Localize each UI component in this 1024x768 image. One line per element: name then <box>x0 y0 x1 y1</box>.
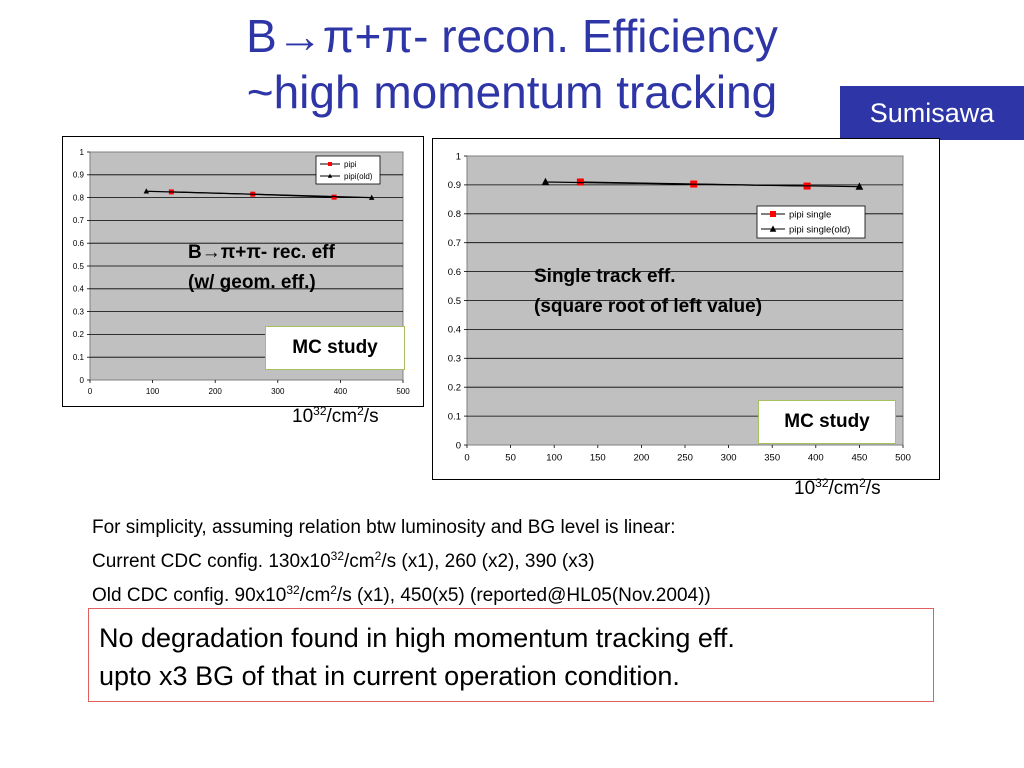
x-tick-label: 500 <box>895 453 911 464</box>
unit-exp2: 2 <box>859 476 866 490</box>
x-tick-label: 200 <box>209 387 223 396</box>
y-tick-label: 0.4 <box>448 325 461 336</box>
x-tick-label: 300 <box>721 453 737 464</box>
y-tick-label: 0.7 <box>448 238 461 249</box>
note-line3: Old CDC config. 90x1032/cm2/s (x1), 450(… <box>92 576 711 610</box>
data-point-triangle <box>541 177 550 186</box>
unit-tail: /s <box>363 406 379 427</box>
note-line3-a: Old CDC config. 90x10 <box>92 585 287 606</box>
data-point-triangle <box>368 194 375 200</box>
left-chart-caption-line1: B→π+π- rec. eff <box>188 242 335 263</box>
note-line3-b: /cm <box>299 585 331 606</box>
y-tick-label: 1 <box>80 148 85 157</box>
legend-label: pipi(old) <box>344 172 373 181</box>
y-tick-label: 1 <box>456 151 461 162</box>
x-tick-label: 400 <box>334 387 348 396</box>
left-chart-caption-line2: (w/ geom. eff.) <box>188 272 316 293</box>
unit-base: 10 <box>292 406 314 427</box>
data-point-triangle <box>143 188 150 194</box>
x-tick-label: 0 <box>88 387 93 396</box>
data-point-triangle <box>855 182 864 190</box>
slide-title: B→π+π- recon. Efficiency ~high momentum … <box>0 8 1024 120</box>
y-tick-label: 0.4 <box>73 285 85 294</box>
x-tick-label: 50 <box>505 453 516 464</box>
legend-marker-triangle <box>769 225 777 232</box>
right-chart-caption-line2: (square root of left value) <box>534 296 763 317</box>
x-tick-label: 100 <box>146 387 160 396</box>
y-tick-label: 0.6 <box>73 239 85 248</box>
assumption-notes: For simplicity, assuming relation btw lu… <box>92 514 711 610</box>
slide-title-line1: B→π+π- recon. Efficiency <box>246 10 778 62</box>
note-line3-exp: 32 <box>286 583 300 597</box>
y-tick-label: 0.5 <box>73 262 85 271</box>
left-x-unit-label: 1032/cm2/s <box>292 404 379 428</box>
legend-marker-square <box>770 211 776 217</box>
note-line2-exp: 32 <box>330 549 345 563</box>
series-line-2 <box>545 181 860 188</box>
x-tick-label: 150 <box>590 453 606 464</box>
x-tick-label: 250 <box>677 453 693 464</box>
right-chart-caption: Single track eff. (square root of left v… <box>534 262 762 322</box>
y-tick-label: 0.9 <box>448 180 461 191</box>
unit-exp: 32 <box>313 404 327 418</box>
legend-box <box>315 155 381 185</box>
y-tick-label: 0.3 <box>73 307 85 316</box>
x-tick-label: 300 <box>271 387 285 396</box>
y-tick-label: 0.3 <box>448 354 461 365</box>
unit-mid: /cm <box>828 478 860 499</box>
y-tick-label: 0.1 <box>73 353 85 362</box>
conclusion-box: No degradation found in high momentum tr… <box>88 608 934 702</box>
left-chart-caption: B→π+π- rec. eff (w/ geom. eff.) <box>188 238 335 298</box>
legend-label: pipi <box>344 160 357 169</box>
x-tick-label: 100 <box>546 453 562 464</box>
y-tick-label: 0.2 <box>73 330 85 339</box>
x-tick-label: 0 <box>464 453 469 464</box>
conclusion-line1: No degradation found in high momentum tr… <box>99 623 735 653</box>
note-line3-exp2: 2 <box>330 583 337 597</box>
y-tick-label: 0.9 <box>73 171 85 180</box>
y-tick-label: 0 <box>80 376 85 385</box>
note-line3-c: /s (x1), 450(x5) (reported@HL05(Nov.2004… <box>336 585 711 606</box>
x-tick-label: 500 <box>396 387 410 396</box>
unit-mid: /cm <box>326 406 358 427</box>
y-tick-label: 0 <box>456 440 461 451</box>
x-tick-label: 450 <box>851 453 867 464</box>
y-tick-label: 0.8 <box>448 209 461 220</box>
data-point-square <box>331 194 337 200</box>
x-tick-label: 200 <box>633 453 649 464</box>
unit-base: 10 <box>794 478 816 499</box>
unit-exp: 32 <box>815 476 829 490</box>
series-line-2 <box>146 190 372 199</box>
y-tick-label: 0.5 <box>448 296 461 307</box>
y-tick-label: 0.6 <box>448 267 461 278</box>
author-badge: Sumisawa <box>840 86 1024 140</box>
legend-marker-triangle <box>327 173 333 178</box>
y-tick-label: 0.8 <box>73 193 85 202</box>
legend-label: pipi single(old) <box>789 224 850 235</box>
y-tick-label: 0.7 <box>73 216 85 225</box>
note-line2-exp2: 2 <box>374 549 382 563</box>
conclusion-line2: upto x3 BG of that in current operation … <box>99 661 680 691</box>
legend-marker-square <box>328 162 332 166</box>
note-line2-a: Current CDC config. 130x10 <box>92 551 331 572</box>
right-chart-caption-line1: Single track eff. <box>534 266 676 287</box>
legend-label: pipi single <box>789 209 831 220</box>
right-x-unit-label: 1032/cm2/s <box>794 476 881 500</box>
y-tick-label: 0.1 <box>448 411 461 422</box>
left-mc-study-box: MC study <box>265 326 405 370</box>
right-mc-study-box: MC study <box>758 400 896 444</box>
unit-tail: /s <box>865 478 881 499</box>
chart-right: 0 0.1 0.2 0.3 0.4 0.5 0.6 0.7 0.8 0.9 1 0 50 100 150 20… <box>432 138 940 480</box>
note-line1: For simplicity, assuming relation btw lu… <box>92 517 676 538</box>
unit-exp2: 2 <box>357 404 364 418</box>
x-tick-label: 400 <box>808 453 824 464</box>
y-tick-label: 0.2 <box>448 383 461 394</box>
note-line2: Current CDC config. 130x1032/cm2/s (x1),… <box>92 542 711 576</box>
x-tick-label: 350 <box>764 453 780 464</box>
slide-title-line2: ~high momentum tracking <box>246 66 778 118</box>
note-line2-c: /s (x1), 260 (x2), 390 (x3) <box>381 551 595 572</box>
note-line2-b: /cm <box>344 551 375 572</box>
